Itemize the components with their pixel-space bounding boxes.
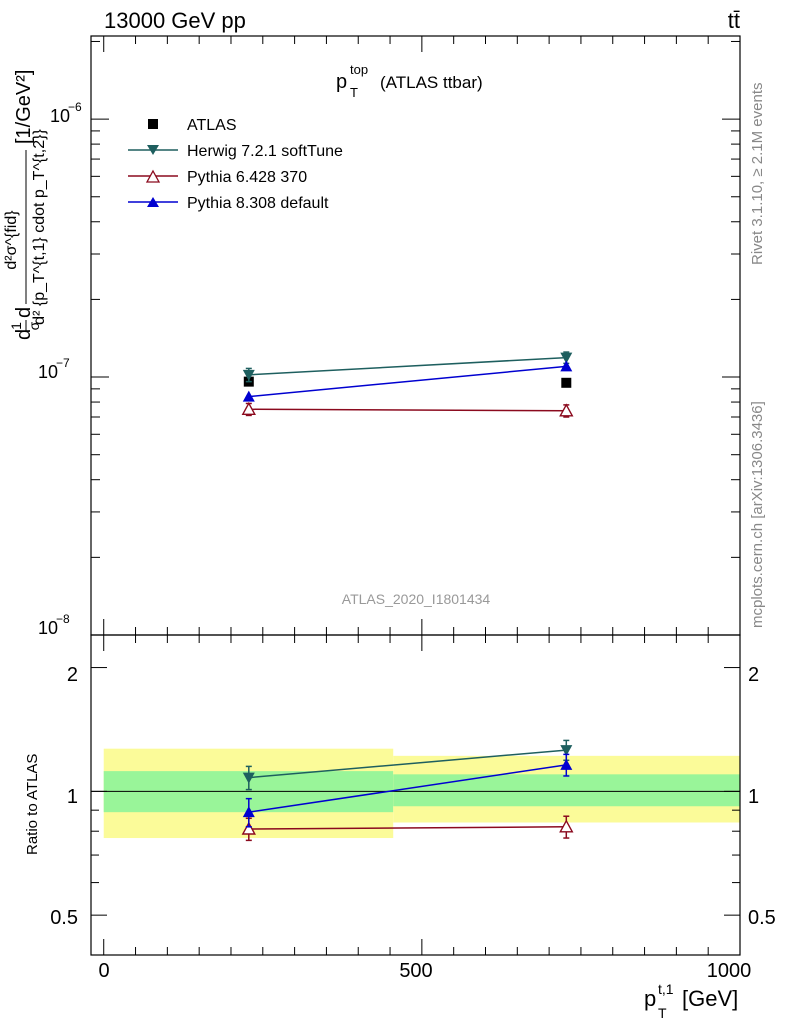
- y-tick-base: 10: [38, 362, 58, 382]
- y-tick-label-2: 10 −7: [38, 356, 70, 382]
- plot-title: p top T (ATLAS ttbar): [336, 62, 483, 100]
- x-label-sub: T: [658, 1005, 667, 1021]
- data-point-pythia6: [241, 401, 256, 415]
- legend-marker-square: [148, 119, 158, 129]
- ratio-point-herwig: [560, 745, 573, 757]
- ratio-tick-label-05-left: 0.5: [50, 907, 78, 929]
- legend-entry-pythia6: Pythia 6.428 370: [128, 169, 307, 186]
- y-tick-label-3: 10 −8: [38, 612, 70, 638]
- data-point-herwig: [242, 369, 255, 381]
- ratio-point-pythia8: [242, 806, 255, 818]
- x-label-sup: t,1: [658, 981, 674, 997]
- data-point-pythia8: [560, 360, 573, 372]
- y-tick-base: 10: [50, 106, 70, 126]
- x-label-base: p: [644, 986, 656, 1011]
- ratio-line-pythia6: [248, 826, 567, 830]
- y-tick-exp: −8: [56, 612, 70, 626]
- legend-label: Herwig 7.2.1 softTune: [187, 143, 343, 160]
- title-sub: T: [350, 85, 358, 100]
- ratio-line-pythia8: [248, 764, 567, 813]
- data-point-pythia6: [559, 403, 574, 417]
- x-tick-label-1000: 1000: [707, 960, 752, 982]
- title-sup: top: [350, 62, 368, 77]
- x-tick-label-500: 500: [399, 960, 432, 982]
- ratio-tick-label-2-left: 2: [67, 664, 78, 686]
- title-base: p: [336, 71, 347, 93]
- process-label: tt̄: [728, 8, 740, 33]
- y-axis-label: d 1 σ d d²σ^{fid} d² {p_T^{t,1} cdot p_T…: [3, 70, 48, 340]
- ratio-tick-label-2-right: 2: [748, 664, 759, 686]
- y-label-unit: [1/GeV²]: [13, 70, 35, 144]
- legend-entry-pythia8: Pythia 8.308 default: [128, 195, 329, 212]
- main-plot-ticks: [91, 36, 741, 636]
- legend-marker-triangle-down: [147, 145, 159, 155]
- ratio-point-herwig: [242, 772, 255, 784]
- y-label-frac2-num: d²σ^{fid}: [3, 210, 20, 270]
- legend-label: Pythia 6.428 370: [187, 169, 307, 186]
- legend-entry-atlas: ATLAS: [148, 117, 237, 134]
- x-label-unit: [GeV]: [682, 986, 738, 1011]
- legend-marker-triangle-open: [145, 169, 161, 183]
- uncertainty-band-inner: [393, 774, 740, 807]
- title-tail: (ATLAS ttbar): [380, 73, 483, 92]
- ratio-point-pythia8: [560, 758, 573, 770]
- ratio-data-layer: [241, 739, 574, 842]
- ratio-plot-ticks: [91, 635, 741, 955]
- ratio-tick-label-1-left: 1: [67, 786, 78, 808]
- y-label-mid: d: [13, 307, 35, 318]
- data-point-atlas: [561, 377, 572, 388]
- x-tick-label-0: 0: [98, 960, 109, 982]
- main-data-layer: [241, 351, 574, 418]
- ratio-y-axis-label: Ratio to ATLAS: [24, 754, 41, 855]
- y-label-frac1-den: σ: [26, 321, 42, 330]
- ratio-point-pythia6: [241, 821, 256, 835]
- analysis-watermark: ATLAS_2020_I1801434: [342, 591, 491, 607]
- y-tick-exp: −7: [56, 356, 70, 370]
- y-tick-base: 10: [38, 618, 58, 638]
- series-line-pythia6: [248, 408, 567, 412]
- legend-entry-herwig: Herwig 7.2.1 softTune: [128, 143, 343, 160]
- series-line-herwig: [248, 356, 567, 376]
- energy-label: 13000 GeV pp: [104, 8, 246, 33]
- y-label-frac1-num: 1: [8, 322, 24, 330]
- ratio-tick-label-05-right: 0.5: [748, 907, 776, 929]
- ratio-line-herwig: [248, 749, 567, 779]
- y-label-frac2-den: d² {p_T^{t,1} cdot p_T^{t,2}}: [31, 129, 48, 325]
- legend: ATLAS Herwig 7.2.1 softTune Pythia 6.428…: [128, 117, 343, 212]
- legend-label: ATLAS: [187, 117, 237, 134]
- ratio-tick-label-1-right: 1: [748, 786, 759, 808]
- data-point-herwig: [560, 352, 573, 364]
- data-point-pythia8: [242, 390, 255, 402]
- legend-marker-triangle-up: [147, 197, 159, 207]
- y-tick-label-1: 10 −6: [50, 100, 82, 126]
- x-axis-label: p t,1 T [GeV]: [644, 981, 738, 1021]
- series-line-pythia8: [248, 365, 567, 398]
- legend-label: Pythia 8.308 default: [187, 195, 329, 212]
- ratio-plot-frame: [90, 634, 741, 956]
- ratio-point-pythia6: [559, 819, 574, 833]
- mcplots-label: mcplots.cern.ch [arXiv:1306.3436]: [749, 401, 766, 628]
- y-label-prefix: d: [13, 329, 35, 340]
- y-tick-exp: −6: [68, 100, 82, 114]
- rivet-label: Rivet 3.1.10, ≥ 2.1M events: [749, 83, 766, 266]
